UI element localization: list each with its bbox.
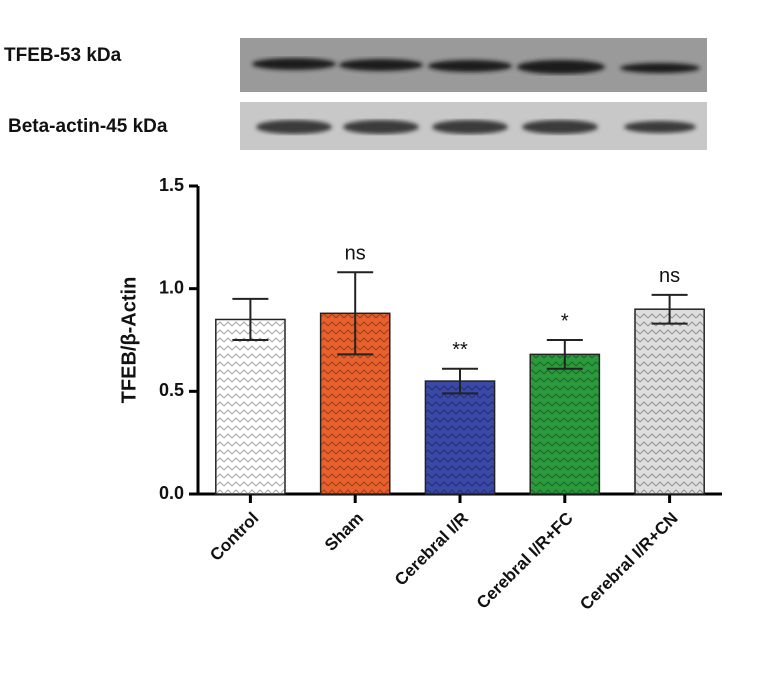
bar-texture: [636, 310, 704, 493]
y-tick-label: 1.5: [159, 175, 184, 195]
y-tick-label: 0.0: [159, 483, 184, 503]
significance-label: *: [561, 310, 569, 332]
significance-label: **: [452, 339, 468, 361]
blot-image: [240, 38, 707, 92]
significance-label: ns: [659, 265, 680, 287]
bar-texture: [531, 355, 599, 493]
y-axis-label: TFEB/β-Actin: [118, 277, 140, 404]
blot-label: Beta-actin-45 kDa: [8, 116, 168, 137]
error-bar: [651, 293, 688, 325]
x-tick-label: Cerebral I/R: [391, 509, 472, 590]
error-bar: [232, 297, 269, 341]
blot-image: [240, 102, 707, 150]
bar-texture: [426, 382, 494, 493]
error-bar: [546, 339, 583, 370]
y-tick-label: 1.0: [159, 277, 184, 297]
x-tick-label: Sham: [321, 509, 367, 555]
x-tick-label: Control: [206, 509, 262, 565]
error-bar: [442, 367, 478, 395]
error-bar: [337, 271, 374, 356]
bar-texture: [216, 320, 284, 493]
y-tick-label: 0.5: [159, 380, 184, 400]
blot-label: TFEB-53 kDa: [4, 45, 122, 66]
significance-label: ns: [345, 243, 366, 265]
x-tick-label: Cerebral I/R+CN: [576, 509, 681, 614]
x-tick-label: Cerebral I/R+FC: [473, 509, 577, 613]
